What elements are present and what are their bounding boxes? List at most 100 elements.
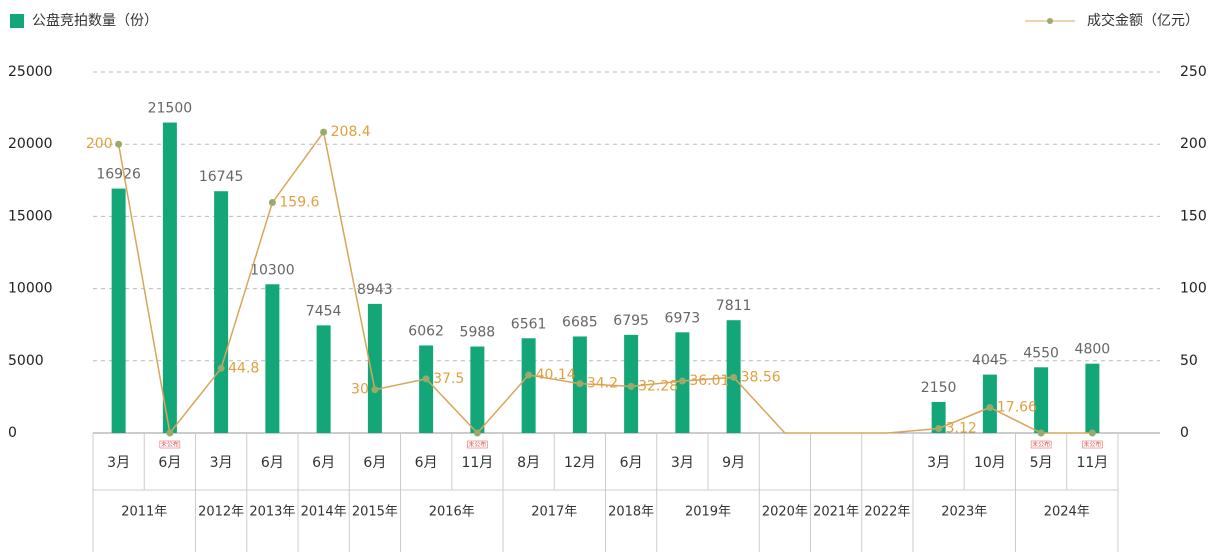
x-tick-label: 6月 [363, 455, 386, 471]
x-tick-label: 3月 [107, 455, 130, 471]
line-marker [986, 403, 994, 411]
x-tick-label: 10月 [974, 455, 1006, 471]
line-label: 36.01 [689, 373, 729, 389]
legend-swatch [10, 14, 24, 28]
line-label: 3.12 [946, 420, 977, 436]
x-tick-label: 11月 [1076, 455, 1108, 471]
year-label: 2024年 [1044, 505, 1090, 520]
bar-label: 5988 [460, 325, 496, 341]
bar [982, 374, 997, 433]
year-label: 2023年 [941, 505, 987, 520]
bar-label: 6561 [511, 316, 547, 332]
x-tick-label: 11月 [461, 455, 493, 471]
bar [470, 346, 485, 433]
legend-marker [1047, 18, 1053, 24]
legend-label: 成交金额（亿元） [1087, 12, 1199, 29]
line-marker [268, 199, 276, 207]
line-label: 34.2 [587, 376, 618, 392]
bar-label: 21500 [148, 101, 193, 117]
year-label: 2014年 [301, 505, 347, 520]
year-label: 2020年 [762, 505, 808, 520]
bar-label: 6062 [408, 323, 444, 339]
bar-label: 4045 [972, 353, 1008, 369]
year-label: 2015年 [352, 505, 398, 520]
bar [521, 338, 536, 433]
line-label: 44.8 [228, 360, 259, 376]
line-label: 30 [351, 382, 369, 398]
note: 未公布 [468, 441, 486, 449]
y-tick-label: 10000 [8, 281, 53, 297]
bar-label: 2150 [921, 380, 957, 396]
year-label: 2017年 [531, 505, 577, 520]
x-tick-label: 9月 [722, 455, 745, 471]
line-label: 159.6 [279, 195, 319, 211]
y2-tick-label: 150 [1180, 208, 1207, 224]
bar-label: 6973 [665, 310, 701, 326]
year-label: 2012年 [198, 505, 244, 520]
x-tick-label: 8月 [517, 455, 540, 471]
note: 未公布 [1032, 441, 1050, 449]
year-label: 2016年 [429, 505, 475, 520]
bar-label: 7454 [306, 303, 342, 319]
bar-label: 8943 [357, 282, 393, 298]
line-marker [166, 429, 174, 437]
bar-label: 4550 [1023, 345, 1059, 361]
bar [1085, 363, 1100, 433]
year-label: 2021年 [813, 505, 859, 520]
y-tick-label: 5000 [8, 353, 44, 369]
y2-tick-label: 50 [1180, 353, 1198, 369]
bar [316, 325, 331, 433]
line-marker [1037, 429, 1045, 437]
year-label: 2019年 [685, 505, 731, 520]
x-tick-label: 6月 [415, 455, 438, 471]
line-label: 37.5 [433, 371, 464, 387]
line-marker [627, 382, 635, 390]
year-label: 2013年 [249, 505, 295, 520]
line-marker [320, 128, 328, 136]
bar-label: 4800 [1075, 342, 1111, 358]
bar-label: 10300 [250, 262, 295, 278]
x-tick-label: 3月 [210, 455, 233, 471]
year-label: 2018年 [608, 505, 654, 520]
y-tick-label: 0 [8, 425, 17, 441]
y-tick-label: 25000 [8, 64, 53, 80]
y2-tick-label: 250 [1180, 64, 1207, 80]
line-label: 208.4 [331, 124, 371, 140]
line-label: 200 [86, 136, 113, 152]
note: 未公布 [161, 441, 179, 449]
x-tick-label: 3月 [927, 455, 950, 471]
line-label: 17.66 [997, 399, 1037, 415]
y2-tick-label: 0 [1180, 425, 1189, 441]
note: 未公布 [1083, 441, 1101, 449]
y-tick-label: 20000 [8, 136, 53, 152]
line-marker [1088, 429, 1096, 437]
x-tick-label: 6月 [158, 455, 181, 471]
line-label: 40.14 [536, 367, 576, 383]
bar-label: 16926 [96, 167, 141, 183]
note-box [1030, 440, 1052, 449]
bar [265, 284, 280, 433]
note-box [467, 440, 488, 449]
line-marker [935, 424, 943, 432]
line-marker [115, 140, 123, 148]
y2-tick-label: 200 [1180, 136, 1207, 152]
x-tick-label: 12月 [564, 455, 596, 471]
bar-label: 6685 [562, 314, 598, 330]
line [117, 130, 1093, 435]
line-marker [678, 377, 686, 385]
bar [214, 191, 229, 433]
bar [1034, 367, 1049, 433]
line-marker [422, 375, 430, 383]
bar [419, 345, 434, 433]
note-box [159, 440, 181, 449]
bar-label: 16745 [199, 169, 244, 185]
bar-label: 7811 [716, 298, 752, 314]
year-label: 2022年 [864, 505, 910, 520]
bar-label: 6795 [613, 313, 649, 329]
note-box [1082, 440, 1103, 449]
line-marker [371, 386, 379, 394]
line-marker [730, 373, 738, 381]
x-tick-label: 5月 [1030, 455, 1053, 471]
line-marker [217, 364, 225, 372]
